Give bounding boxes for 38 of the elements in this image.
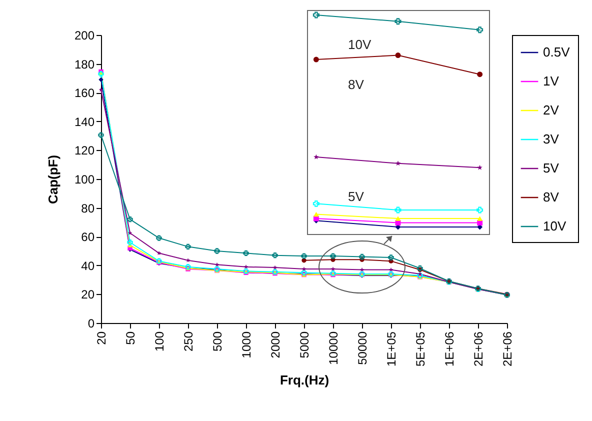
y-axis-title: Cap(pF) xyxy=(45,154,60,204)
x-tick-label: 5E+05 xyxy=(414,331,428,367)
legend-label: 0.5V xyxy=(543,44,570,60)
x-tick-label: 50 xyxy=(124,331,138,345)
x-axis-title: Frq.(Hz) xyxy=(280,372,330,388)
y-tick-label: 20 xyxy=(81,288,95,302)
x-tick-label: 10000 xyxy=(326,331,340,365)
x-tick-label: 1E+06 xyxy=(442,331,456,367)
x-tick-label: 500 xyxy=(210,331,224,352)
x-tick-label: 1E+05 xyxy=(384,331,398,367)
annotation: 5V xyxy=(348,189,364,204)
x-tick-label: 5000 xyxy=(298,331,312,358)
legend-label: 3V xyxy=(543,132,560,146)
x-tick-label: 100 xyxy=(152,331,166,352)
x-tick-label: 50000 xyxy=(356,331,370,365)
x-tick-label: 20 xyxy=(94,331,108,345)
y-tick-label: 80 xyxy=(81,201,95,216)
legend-label: 1V xyxy=(543,74,560,88)
y-tick-label: 200 xyxy=(74,28,95,42)
legend-label: 8V xyxy=(543,190,560,204)
y-tick-label: 180 xyxy=(74,57,95,72)
y-tick-label: 100 xyxy=(74,172,95,186)
y-tick-label: 0 xyxy=(88,316,95,330)
y-tick-label: 160 xyxy=(74,86,95,100)
x-tick-label: 2E+06 xyxy=(472,331,486,367)
annotation: 10V xyxy=(348,37,372,52)
annotation: 8V xyxy=(348,77,364,92)
x-tick-label: 250 xyxy=(182,331,196,352)
y-tick-label: 40 xyxy=(81,258,95,273)
y-tick-label: 140 xyxy=(74,114,95,129)
x-tick-label: 1000 xyxy=(240,331,254,358)
y-tick-label: 120 xyxy=(74,144,95,158)
legend-label: 5V xyxy=(543,160,560,176)
legend-label: 2V xyxy=(543,102,560,118)
legend-label: 10V xyxy=(543,218,566,234)
x-tick-label: 2E+06 xyxy=(500,331,514,367)
y-tick-label: 60 xyxy=(81,230,95,244)
x-tick-label: 2000 xyxy=(268,331,282,358)
